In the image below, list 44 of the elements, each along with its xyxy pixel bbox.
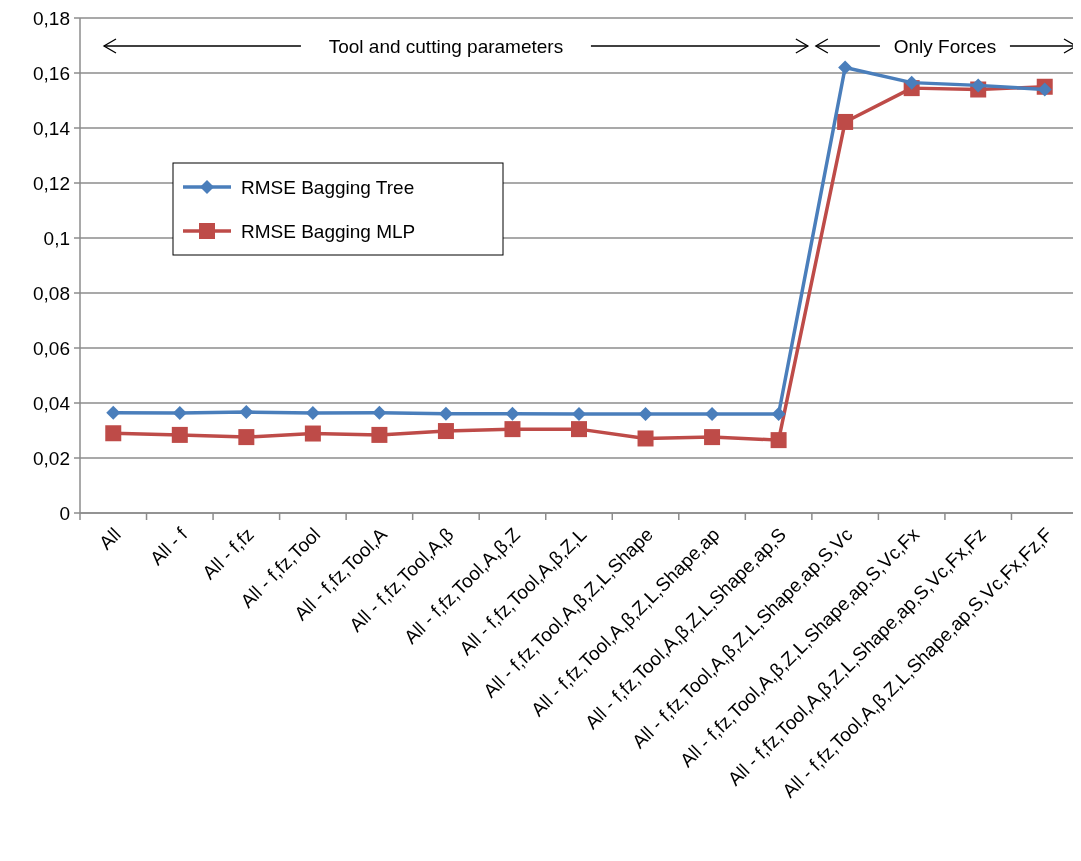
- y-tick-label: 0,02: [33, 447, 70, 469]
- point: [504, 421, 521, 438]
- y-tick-label: 0,08: [33, 282, 70, 304]
- y-tick-label: 0,12: [33, 172, 70, 194]
- y-tick-label: 0,14: [33, 117, 71, 139]
- point: [704, 429, 721, 446]
- point: [638, 407, 653, 421]
- annotation: Tool and cutting parameters: [328, 35, 564, 57]
- y-tick-label: 0,1: [43, 227, 70, 249]
- point: [770, 432, 787, 449]
- point: [837, 113, 854, 130]
- point: [305, 405, 320, 420]
- point: [172, 405, 187, 420]
- point: [106, 405, 121, 420]
- point: [238, 429, 255, 446]
- point: [171, 426, 188, 443]
- y-tick-label: 0,06: [33, 337, 70, 359]
- point: [771, 407, 786, 421]
- point: [505, 406, 520, 421]
- point: [838, 60, 853, 75]
- y-tick-label: 0: [59, 502, 70, 524]
- point: [105, 425, 122, 442]
- point: [1037, 82, 1052, 97]
- x-tick-label: All - f: [145, 523, 192, 570]
- point: [372, 405, 387, 420]
- point: [438, 406, 453, 421]
- point: [705, 407, 720, 421]
- y-tick-label: 0,18: [33, 7, 70, 29]
- point: [971, 78, 986, 93]
- x-tick-label: All - f,fz: [198, 523, 258, 584]
- annotation: Only Forces: [893, 35, 997, 57]
- y-tick-label: 0,16: [33, 62, 70, 84]
- legend-label: RMSE Bagging MLP: [241, 220, 416, 242]
- point: [571, 421, 587, 438]
- x-tick-label: All: [95, 523, 125, 554]
- legend-label: RMSE Bagging Tree: [241, 176, 415, 198]
- point: [572, 407, 586, 421]
- point: [371, 426, 388, 443]
- point: [637, 430, 654, 447]
- y-tick-label: 0,04: [33, 392, 71, 414]
- point: [904, 75, 919, 90]
- point: [239, 405, 254, 420]
- point: [304, 425, 321, 442]
- point: [437, 423, 454, 440]
